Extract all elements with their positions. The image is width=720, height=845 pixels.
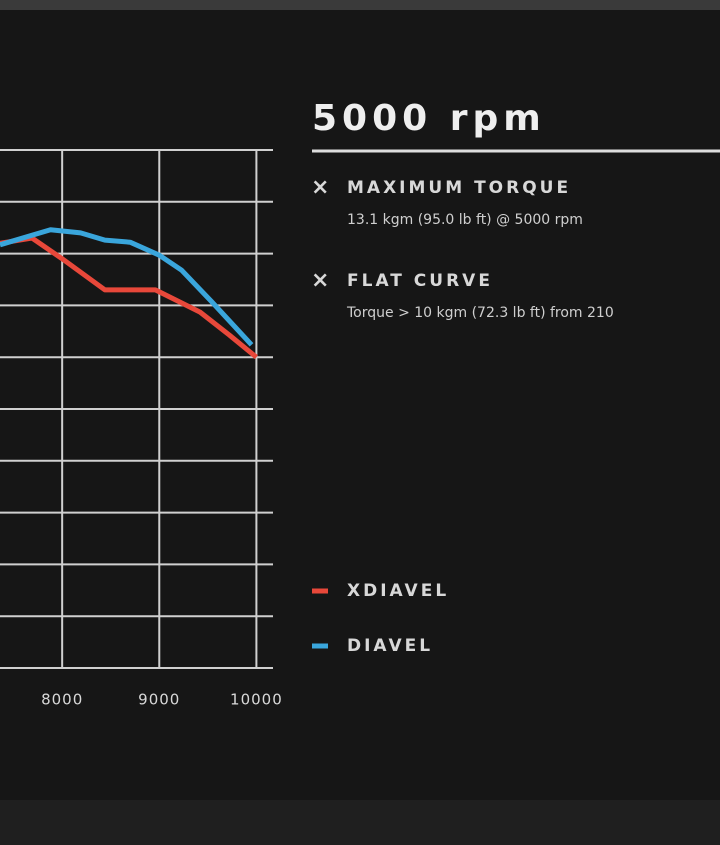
- top-bar: [0, 0, 720, 10]
- plot: 8000 9000 10000: [0, 149, 283, 709]
- line-series: [0, 235, 258, 360]
- x-tick-label: 9000: [138, 691, 180, 709]
- legend-label: XDIAVEL: [347, 581, 449, 601]
- x-tick-label: 8000: [41, 691, 83, 709]
- feature-text: Torque > 10 kgm (72.3 lb ft) from 210: [346, 305, 614, 321]
- feature-heading: FLAT CURVE: [347, 271, 493, 291]
- chart-title: 5000 rpm: [312, 98, 546, 139]
- side-panel: × MAXIMUM TORQUE 13.1 kgm (95.0 lb ft) @ 5…: [311, 175, 614, 656]
- feature-marker: ×: [311, 175, 329, 200]
- line-series: [0, 227, 254, 347]
- x-tick-label: 10000: [230, 691, 283, 709]
- bottom-bar: [0, 800, 720, 845]
- feature-marker: ×: [311, 268, 329, 293]
- feature-text: 13.1 kgm (95.0 lb ft) @ 5000 rpm: [347, 212, 583, 228]
- feature-heading: MAXIMUM TORQUE: [347, 178, 571, 198]
- legend-label: DIAVEL: [347, 636, 433, 656]
